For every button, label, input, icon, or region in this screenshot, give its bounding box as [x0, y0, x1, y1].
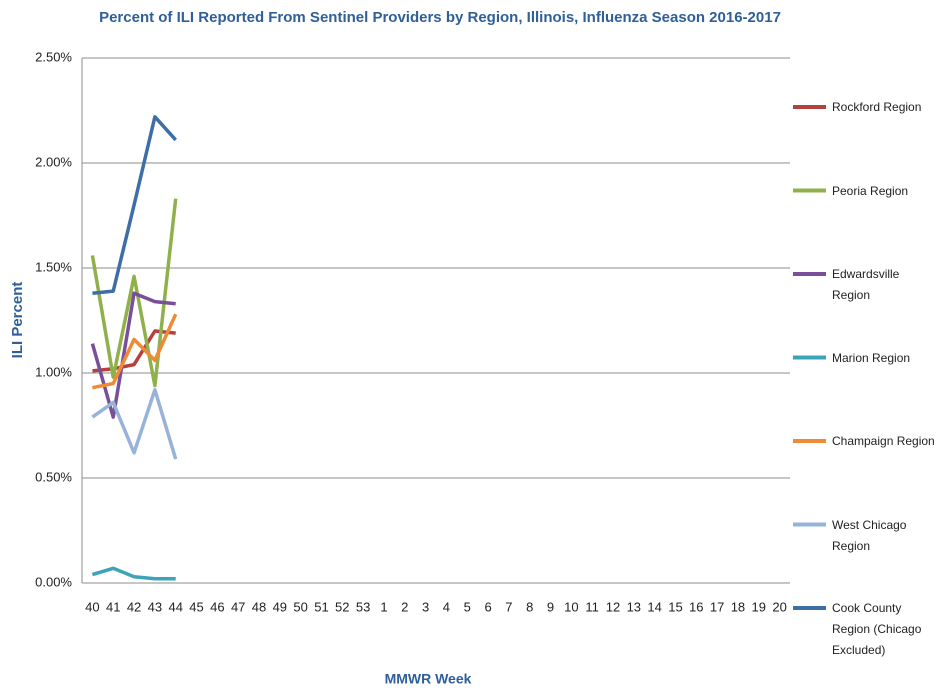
- legend-label: Champaign Region: [832, 434, 935, 448]
- x-tick-label: 44: [168, 599, 182, 614]
- y-tick-label: 1.00%: [35, 364, 72, 379]
- y-tick-label: 0.50%: [35, 469, 72, 484]
- x-tick-label: 43: [148, 599, 162, 614]
- series-line: [91, 388, 178, 460]
- x-tick-label: 46: [210, 599, 224, 614]
- x-tick-label: 45: [189, 599, 203, 614]
- x-tick-label: 49: [273, 599, 287, 614]
- x-tick-label: 7: [505, 599, 512, 614]
- x-tick-label: 53: [356, 599, 370, 614]
- x-tick-label: 6: [484, 599, 491, 614]
- x-tick-label: 10: [564, 599, 578, 614]
- x-tick-label: 17: [710, 599, 724, 614]
- y-tick-label: 2.50%: [35, 49, 72, 64]
- legend-label: West Chicago Region: [832, 517, 907, 553]
- x-tick-label: 48: [252, 599, 266, 614]
- x-tick-label: 11: [585, 599, 599, 614]
- x-tick-label: 42: [127, 599, 141, 614]
- legend-label: Cook County Region (Chicago Excluded): [832, 601, 922, 657]
- x-tick-label: 8: [526, 599, 533, 614]
- x-tick-label: 12: [606, 599, 620, 614]
- legend-label: Edwardsville Region: [832, 267, 900, 302]
- series-line: [90, 198, 178, 388]
- x-tick-label: 51: [314, 599, 328, 614]
- series-line: [92, 313, 178, 390]
- x-tick-label: 4: [443, 599, 450, 614]
- legend-label: Rockford Region: [832, 100, 922, 114]
- x-tick-label: 19: [752, 599, 766, 614]
- x-tick-label: 40: [85, 599, 99, 614]
- x-tick-label: 41: [106, 599, 120, 614]
- y-axis-label: ILI Percent: [9, 282, 26, 359]
- y-tick-label: 2.00%: [35, 154, 72, 169]
- series-line: [90, 291, 176, 419]
- x-tick-label: 47: [231, 599, 245, 614]
- y-tick-label: 1.50%: [35, 259, 72, 274]
- legend-label: Peoria Region: [832, 183, 909, 198]
- x-tick-label: 52: [335, 599, 349, 614]
- x-tick-label: 15: [668, 599, 682, 614]
- series-line: [91, 566, 176, 581]
- x-tick-label: 1: [380, 599, 387, 614]
- x-tick-label: 50: [293, 599, 307, 614]
- chart-title: Percent of ILI Reported From Sentinel Pr…: [99, 9, 781, 26]
- y-tick-label: 0.00%: [35, 574, 72, 589]
- x-tick-label: 2: [401, 599, 408, 614]
- x-tick-label: 3: [422, 599, 429, 614]
- x-axis-label: MMWR Week: [385, 671, 472, 687]
- x-tick-label: 18: [731, 599, 745, 614]
- x-tick-label: 16: [689, 599, 703, 614]
- x-tick-label: 9: [547, 599, 554, 614]
- series-line: [92, 115, 178, 295]
- x-tick-label: 20: [772, 599, 786, 614]
- x-tick-label: 5: [464, 599, 471, 614]
- x-tick-label: 14: [647, 599, 661, 614]
- x-tick-label: 13: [627, 599, 641, 614]
- legend-label: Marion Region: [832, 350, 911, 365]
